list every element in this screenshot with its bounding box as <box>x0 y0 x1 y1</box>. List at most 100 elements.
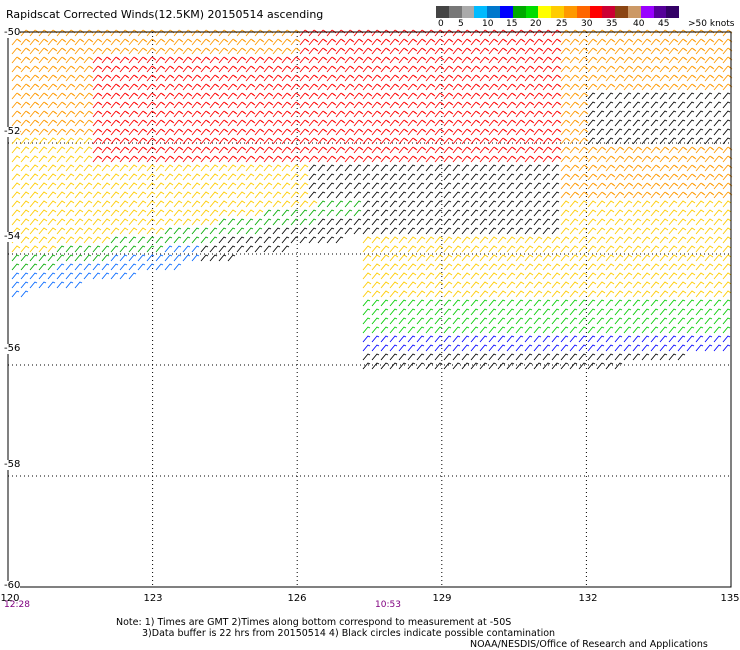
wind-barb <box>227 56 238 64</box>
wind-barb <box>677 47 688 55</box>
wind-barb <box>713 245 723 253</box>
wind-barb <box>704 47 715 55</box>
legend-swatch-0 <box>436 6 449 18</box>
wind-barb <box>704 29 715 37</box>
wind-barb <box>677 209 687 217</box>
wind-barb <box>335 29 346 37</box>
wind-barb <box>101 101 112 109</box>
wind-barb <box>578 47 589 55</box>
wind-barb <box>614 263 624 271</box>
wind-barb <box>74 146 84 154</box>
wind-barb <box>524 191 533 199</box>
wind-barb <box>722 200 732 208</box>
wind-barb <box>542 353 551 361</box>
wind-barb <box>398 209 407 217</box>
wind-barb <box>551 263 561 271</box>
wind-barb <box>542 29 553 37</box>
wind-barb <box>164 218 174 226</box>
wind-barb <box>200 218 210 226</box>
wind-barb <box>191 227 200 235</box>
wind-barb <box>65 236 75 244</box>
wind-barb <box>29 83 40 91</box>
wind-barb <box>551 56 562 64</box>
wind-barb <box>614 227 624 235</box>
wind-barb <box>110 191 120 199</box>
wind-barb <box>371 263 381 271</box>
wind-barb <box>38 173 48 181</box>
wind-barb <box>362 164 371 172</box>
wind-barb <box>695 200 705 208</box>
wind-barb <box>623 281 633 289</box>
wind-barb <box>632 263 642 271</box>
wind-barb <box>29 236 39 244</box>
wind-barb <box>560 218 570 226</box>
wind-barb <box>533 317 542 325</box>
wind-barb <box>74 209 84 217</box>
wind-barb <box>614 74 625 82</box>
wind-barb <box>641 281 651 289</box>
wind-barb <box>506 164 515 172</box>
wind-barb <box>389 335 398 343</box>
wind-barb <box>362 146 373 154</box>
wind-barb <box>182 38 193 46</box>
wind-barb <box>578 110 589 118</box>
wind-barb <box>128 92 139 100</box>
wind-barb <box>668 137 677 145</box>
wind-barb <box>236 209 246 217</box>
wind-barb <box>317 101 328 109</box>
wind-barb <box>119 272 128 280</box>
wind-barb <box>38 272 47 280</box>
wind-barb <box>713 164 724 172</box>
wind-barb <box>524 29 535 37</box>
wind-barb <box>29 200 39 208</box>
wind-barb <box>515 299 524 307</box>
wind-barb <box>533 155 544 163</box>
wind-barb <box>128 191 138 199</box>
wind-barb <box>74 65 85 73</box>
wind-barb <box>479 299 488 307</box>
wind-barb <box>101 254 110 262</box>
wind-barb <box>443 299 452 307</box>
legend-label-8: 40 <box>633 19 645 29</box>
wind-barb <box>47 245 57 253</box>
wind-barb <box>38 83 49 91</box>
wind-barb <box>461 92 472 100</box>
wind-barb <box>389 74 400 82</box>
wind-barb <box>218 245 227 253</box>
wind-barb <box>668 254 678 262</box>
wind-barb <box>713 344 722 352</box>
wind-barb <box>587 335 596 343</box>
wind-barb <box>533 272 543 280</box>
wind-barb <box>146 65 157 73</box>
wind-barb <box>506 74 517 82</box>
wind-barb <box>218 119 229 127</box>
wind-barb <box>389 227 398 235</box>
wind-barb <box>668 191 679 199</box>
wind-barb <box>398 56 409 64</box>
wind-barb <box>479 92 490 100</box>
time-middle: 10:53 <box>375 600 401 610</box>
wind-barb <box>137 29 148 37</box>
wind-barb <box>191 74 202 82</box>
wind-barb <box>668 326 677 334</box>
wind-barb <box>452 47 463 55</box>
wind-barb <box>452 101 463 109</box>
wind-barb <box>677 155 688 163</box>
wind-barb <box>236 38 247 46</box>
wind-barb <box>470 254 480 262</box>
wind-barb <box>398 38 409 46</box>
wind-barb <box>263 38 274 46</box>
wind-barb <box>425 128 436 136</box>
wind-barb <box>155 227 165 235</box>
wind-barb <box>254 29 265 37</box>
wind-barb <box>137 101 148 109</box>
wind-barb <box>578 335 587 343</box>
wind-barb <box>380 110 391 118</box>
wind-barb <box>191 65 202 73</box>
wind-barb <box>389 263 399 271</box>
wind-barb <box>587 353 596 361</box>
wind-barb <box>344 173 353 181</box>
wind-barb <box>128 74 139 82</box>
wind-barb <box>407 128 418 136</box>
wind-barb <box>551 65 562 73</box>
